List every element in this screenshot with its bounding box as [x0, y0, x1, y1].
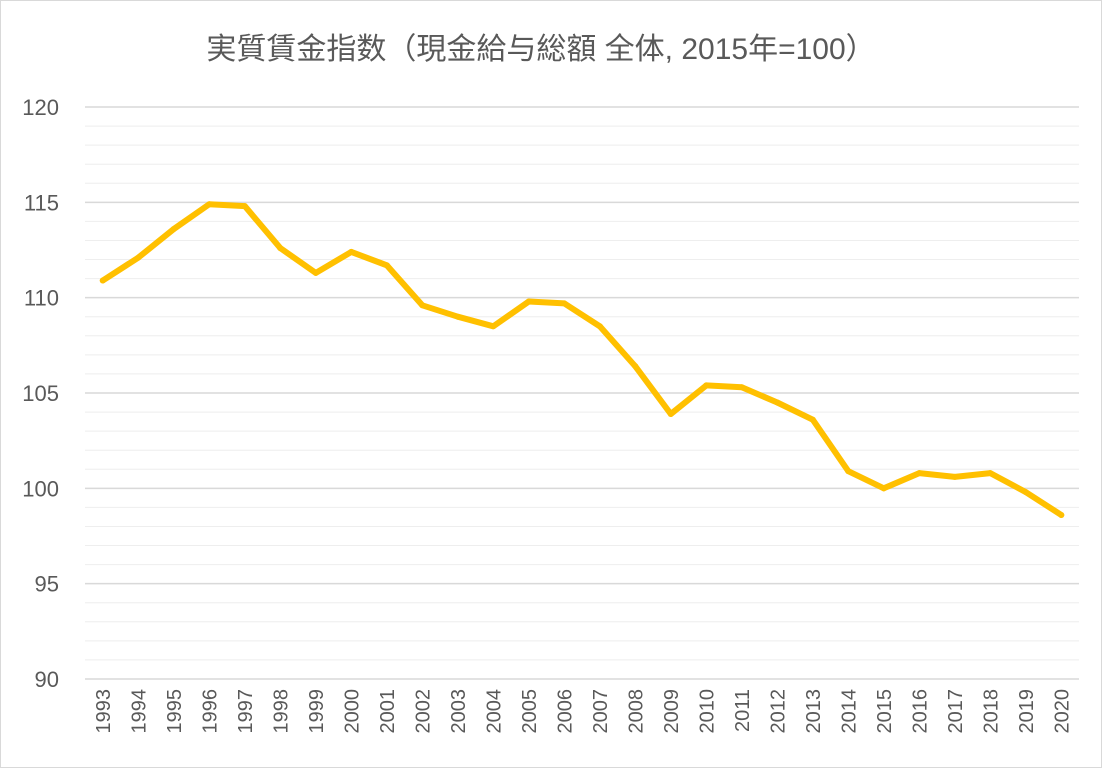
- data-point: [490, 323, 497, 330]
- data-point: [703, 382, 710, 389]
- x-tick-label: 2013: [803, 689, 825, 734]
- x-tick-label: 2006: [554, 689, 576, 734]
- y-tick-label: 110: [24, 286, 59, 311]
- data-point: [99, 277, 106, 284]
- x-tick-label: 2019: [1016, 689, 1038, 734]
- x-tick-label: 2015: [874, 689, 896, 734]
- y-axis-ticks: 90 95 100 105 110 115 120: [22, 95, 59, 692]
- data-point: [170, 226, 177, 233]
- x-tick-label: 2009: [661, 689, 683, 734]
- x-tick-label: 2000: [341, 689, 363, 734]
- x-tick-label: 2014: [838, 689, 860, 734]
- x-tick-label: 2011: [732, 689, 754, 732]
- data-point: [632, 363, 639, 370]
- x-tick-label: 2002: [412, 689, 434, 734]
- x-tick-label: 2001: [377, 689, 399, 734]
- data-point: [738, 384, 745, 391]
- data-point: [348, 248, 355, 255]
- data-point: [880, 485, 887, 492]
- data-point: [667, 410, 674, 417]
- x-tick-label: 1996: [199, 689, 221, 734]
- data-point: [845, 468, 852, 475]
- x-tick-label: 2003: [448, 689, 470, 734]
- x-axis-ticks: 1993 1994 1995 1996 1997 1998 1999 2000 2001 2002…: [93, 689, 1074, 734]
- y-tick-label: 115: [24, 190, 59, 215]
- series-line: [99, 201, 1065, 518]
- data-point: [951, 473, 958, 480]
- data-point: [241, 203, 248, 210]
- x-tick-label: 1994: [128, 689, 150, 734]
- y-tick-label: 105: [22, 381, 59, 406]
- chart-title: 実質賃金指数（現金給与総額 全体, 2015年=100）: [206, 33, 875, 66]
- data-point: [312, 269, 319, 276]
- data-point: [135, 254, 142, 261]
- x-tick-label: 2016: [909, 689, 931, 734]
- data-point: [916, 470, 923, 477]
- x-tick-label: 2005: [519, 689, 541, 734]
- x-tick-label: 2004: [483, 689, 505, 734]
- x-tick-label: 1995: [164, 689, 186, 734]
- data-point: [206, 201, 213, 208]
- x-tick-label: 2020: [1051, 689, 1073, 734]
- grid-lines: [85, 106, 1079, 680]
- data-point: [454, 313, 461, 320]
- data-point: [1022, 489, 1029, 496]
- x-tick-label: 2007: [590, 689, 612, 734]
- data-point: [277, 245, 284, 252]
- x-tick-label: 1993: [93, 689, 115, 734]
- x-tick-label: 1998: [270, 689, 292, 734]
- data-point: [561, 300, 568, 307]
- x-tick-label: 1997: [235, 689, 257, 734]
- y-tick-label: 90: [35, 667, 59, 692]
- data-point: [419, 302, 426, 309]
- data-point: [383, 262, 390, 269]
- x-tick-label: 2012: [767, 689, 789, 734]
- x-tick-label: 2010: [696, 689, 718, 734]
- data-point: [525, 298, 532, 305]
- data-point: [1058, 512, 1065, 519]
- y-tick-label: 95: [35, 572, 59, 597]
- data-point: [774, 399, 781, 406]
- x-tick-label: 2008: [625, 689, 647, 734]
- data-point: [809, 416, 816, 423]
- x-tick-label: 2018: [980, 689, 1002, 734]
- y-tick-label: 100: [22, 476, 59, 501]
- x-tick-label: 2017: [945, 689, 967, 734]
- x-tick-label: 1999: [306, 689, 328, 734]
- series-layer: [99, 201, 1065, 519]
- data-point: [987, 470, 994, 477]
- data-point: [596, 323, 603, 330]
- y-tick-label: 120: [22, 95, 59, 120]
